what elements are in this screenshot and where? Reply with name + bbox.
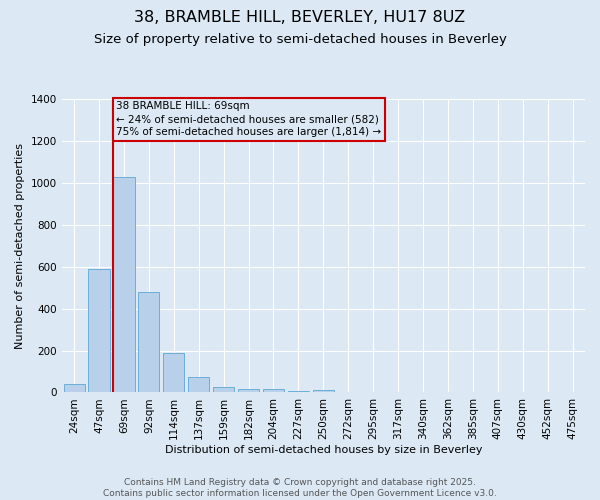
Bar [88,269,110,392]
Bar [213,387,234,392]
Bar [163,352,184,393]
Text: 38, BRAMBLE HILL, BEVERLEY, HU17 8UZ: 38, BRAMBLE HILL, BEVERLEY, HU17 8UZ [134,10,466,25]
Bar [113,176,134,392]
Bar [313,390,334,392]
Bar [263,389,284,392]
Text: Contains HM Land Registry data © Crown copyright and database right 2025.
Contai: Contains HM Land Registry data © Crown c… [103,478,497,498]
X-axis label: Distribution of semi-detached houses by size in Beverley: Distribution of semi-detached houses by … [164,445,482,455]
Bar [238,388,259,392]
Bar [138,292,160,392]
Text: 38 BRAMBLE HILL: 69sqm
← 24% of semi-detached houses are smaller (582)
75% of se: 38 BRAMBLE HILL: 69sqm ← 24% of semi-det… [116,101,382,138]
Bar [64,384,85,392]
Text: Size of property relative to semi-detached houses in Beverley: Size of property relative to semi-detach… [94,32,506,46]
Bar [188,376,209,392]
Y-axis label: Number of semi-detached properties: Number of semi-detached properties [15,142,25,348]
